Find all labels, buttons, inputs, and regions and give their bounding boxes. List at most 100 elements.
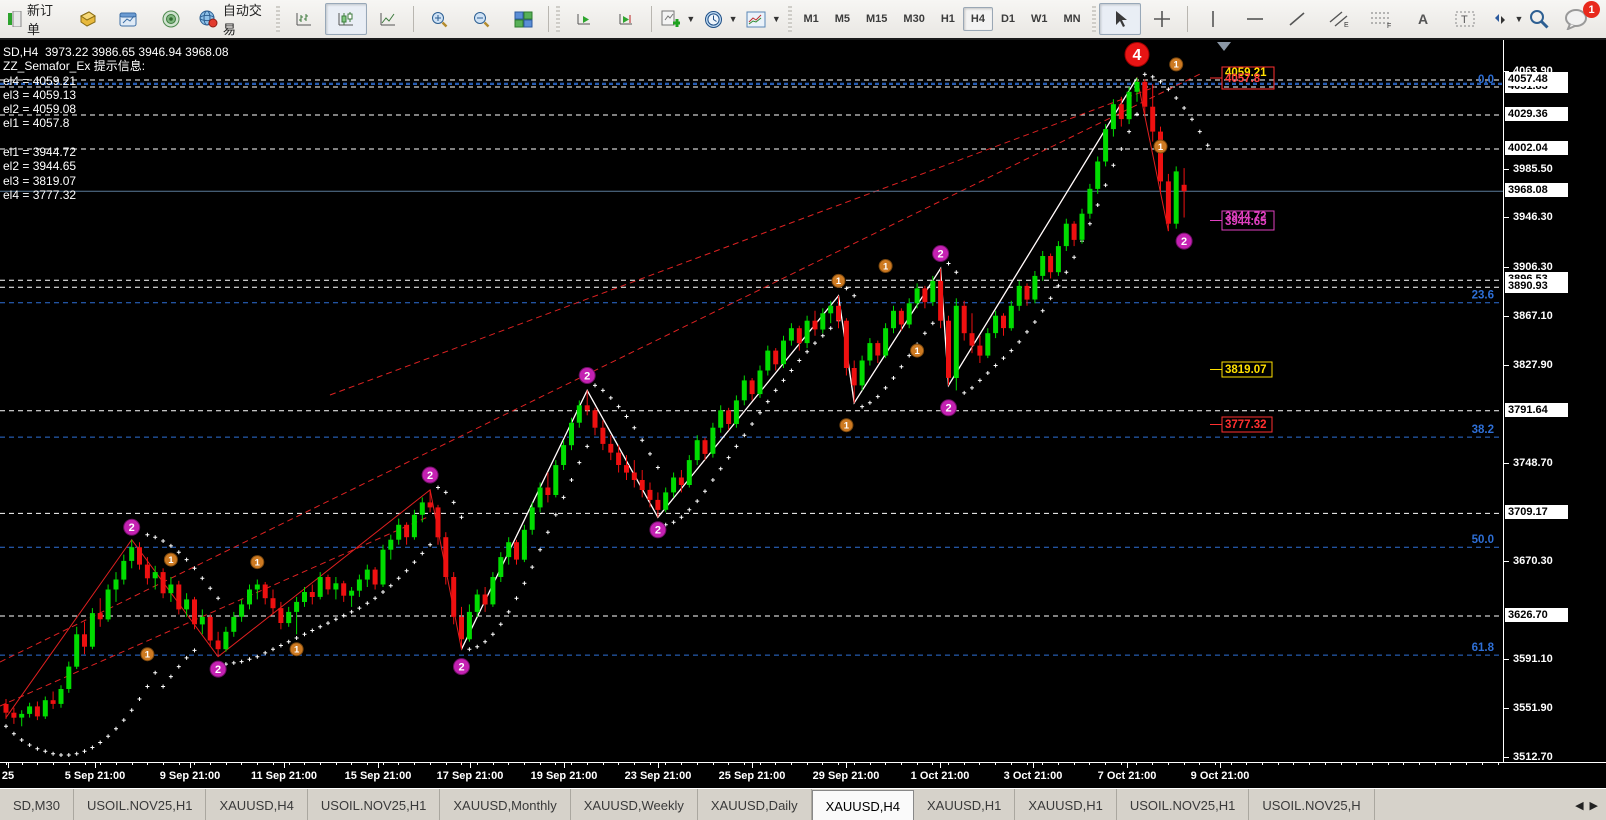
fibonacci-levels: 0.0 23.6 38.2 50.0 61.8 [0, 74, 1503, 656]
chart-tab-usoil-nov25-h1[interactable]: USOIL.NOV25,H1 [74, 789, 207, 820]
timeframe-h1-button[interactable]: H1 [940, 13, 955, 25]
overlay-line: el3 = 3819.07 [3, 173, 77, 188]
overlay-line: el2 = 3944.65 [3, 159, 77, 174]
svg-text:4059.21: 4059.21 [1225, 67, 1267, 79]
chart-tab-xauusd-h4[interactable]: XAUUSD,H4 [811, 790, 914, 820]
timeframe-group: M1 M5 M15 M30 H1 H4 D1 W1 MN [795, 7, 1088, 31]
arrange-a-icon [575, 11, 593, 27]
chart-tab-xauusd-h4[interactable]: XAUUSD,H4 [206, 789, 308, 820]
overlay-line: el1 = 4057.8 [3, 116, 70, 131]
signal-icon [162, 10, 180, 28]
svg-text:61.8: 61.8 [1472, 642, 1495, 654]
svg-text:T: T [1461, 14, 1468, 26]
chart-tab-xauusd-weekly[interactable]: XAUUSD,Weekly [571, 789, 698, 820]
fibonacci-button[interactable]: F [1360, 3, 1402, 35]
timeframe-m1-button[interactable]: M1 [803, 13, 819, 25]
periods-button[interactable]: ▼ [699, 3, 741, 35]
svg-text:F: F [1387, 23, 1391, 28]
chart-tab-usoil-nov25-h1[interactable]: USOIL.NOV25,H1 [308, 789, 441, 820]
chat-notifications-icon[interactable]: 1 [1564, 1, 1600, 31]
svg-text:2: 2 [215, 664, 221, 676]
timeframe-h4-button[interactable]: H4 [962, 7, 993, 31]
text-button[interactable]: A [1402, 3, 1444, 35]
zoom-in-button[interactable] [418, 3, 460, 35]
signal-button[interactable] [150, 3, 192, 35]
time-label: 29 Sep 21:00 [812, 770, 880, 782]
chart-tab-usoil-nov25-h[interactable]: USOIL.NOV25,H [1249, 789, 1375, 820]
zoom-out-icon [472, 10, 490, 28]
arrows-caret: ▼ [1514, 14, 1524, 24]
chart-window-button[interactable] [108, 3, 150, 35]
line-chart-button[interactable] [367, 3, 409, 35]
time-label: 17 Sep 21:00 [436, 770, 504, 782]
search-icon[interactable] [1528, 8, 1550, 30]
market-button[interactable] [66, 3, 108, 35]
timeframe-mn-button[interactable]: MN [1063, 13, 1081, 25]
price-label-box: 4029.36 [1505, 107, 1568, 121]
price-axis[interactable]: 4063.90 3985.50 3946.30 3906.30 3867.10 3827.… [1503, 40, 1606, 763]
timeframe-m5-button[interactable]: M5 [834, 13, 851, 25]
svg-text:1: 1 [255, 557, 261, 568]
label-button[interactable]: T [1444, 3, 1486, 35]
arrows-button[interactable]: ▼ [1486, 3, 1528, 35]
channel-icon: E [1328, 10, 1350, 29]
chart-tab-xauusd-daily[interactable]: XAUUSD,Daily [698, 789, 812, 820]
svg-text:38.2: 38.2 [1472, 424, 1494, 436]
svg-text:3777.32: 3777.32 [1225, 419, 1267, 431]
timeframe-w1-button[interactable]: W1 [1031, 13, 1048, 25]
price-label-box: 3626.70 [1505, 608, 1568, 622]
toolbar-grip[interactable] [275, 6, 281, 32]
arrange-a-button[interactable] [563, 3, 605, 35]
new-chart-button[interactable]: ▼ [656, 3, 699, 35]
template-button[interactable]: ▼ [742, 3, 785, 35]
timeframe-m15-button[interactable]: M15 [866, 13, 888, 25]
text-icon: A [1415, 11, 1431, 27]
bar-chart-button[interactable] [283, 3, 325, 35]
channel-button[interactable]: E [1318, 3, 1360, 35]
cursor-icon [1112, 10, 1128, 28]
price-tick: 3985.50 [1504, 163, 1553, 175]
crosshair-button[interactable] [1141, 3, 1183, 35]
svg-text:1: 1 [1158, 142, 1164, 153]
svg-text:E: E [1344, 22, 1349, 28]
blue-dashed-levels [0, 82, 1503, 85]
chart-tab-xauusd-monthly[interactable]: XAUUSD,Monthly [440, 789, 571, 820]
time-axis[interactable]: 25 5 Sep 21:00 9 Sep 21:00 11 Sep 21:00 15 S… [0, 762, 1606, 789]
candlestick-button[interactable] [325, 3, 368, 35]
trendline-button[interactable] [1276, 3, 1318, 35]
chart-tab-sd-m30[interactable]: SD,M30 [0, 789, 74, 820]
timeframe-m30-button[interactable]: M30 [903, 13, 925, 25]
svg-text:2: 2 [945, 403, 951, 415]
time-label: 7 Oct 21:00 [1097, 770, 1157, 782]
svg-text:1: 1 [914, 346, 920, 357]
svg-text:1: 1 [883, 261, 889, 272]
tile-windows-icon [514, 11, 533, 28]
chart-plot: 0.0 23.6 38.2 50.0 61.8 2 1 1 2 1 1 2 2 2 2 1 1 1 1 2 2 4 1 1 2 4… [0, 42, 1503, 757]
new-order-button[interactable]: 新订单 [2, 3, 66, 37]
timeframe-d1-button[interactable]: D1 [1000, 13, 1016, 25]
vline-button[interactable] [1192, 3, 1234, 35]
zoom-in-icon [430, 10, 448, 28]
price-tick: 3946.30 [1504, 211, 1553, 223]
white-dashed-levels [0, 79, 1503, 617]
tabs-scroll-right-button[interactable]: ▶ [1589, 799, 1598, 812]
arrange-b-button[interactable] [605, 3, 647, 35]
auto-trading-button[interactable]: 自动交易 [192, 3, 273, 37]
tabs-scroll-left-button[interactable]: ◀ [1575, 799, 1584, 812]
cursor-button[interactable] [1099, 3, 1142, 35]
svg-text:0.0: 0.0 [1478, 74, 1494, 86]
vline-icon [1208, 10, 1218, 28]
toolbar: 新订单 自动交易 [0, 0, 1606, 40]
overlay-line: el3 = 4059.13 [3, 87, 77, 102]
chart-tab-xauusd-h1[interactable]: XAUUSD,H1 [914, 789, 1016, 820]
chart-canvas[interactable]: 0.0 23.6 38.2 50.0 61.8 2 1 1 2 1 1 2 2 2 2 1 1 1 1 2 2 4 1 1 2 4… [0, 40, 1503, 762]
svg-text:1: 1 [836, 276, 842, 287]
svg-text:A: A [1418, 11, 1428, 27]
zoom-out-button[interactable] [460, 3, 502, 35]
new-chart-icon [660, 10, 682, 28]
zigzag-white [460, 77, 1138, 650]
chart-tab-xauusd-h1[interactable]: XAUUSD,H1 [1015, 789, 1117, 820]
hline-button[interactable] [1234, 3, 1276, 35]
tile-windows-button[interactable] [502, 3, 544, 35]
chart-tab-usoil-nov25-h1[interactable]: USOIL.NOV25,H1 [1117, 789, 1250, 820]
